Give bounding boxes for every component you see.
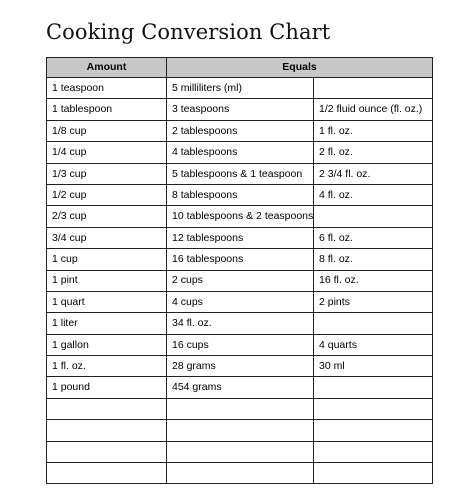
table-body: 1 teaspoon 5 milliliters (ml) 1 tablespoon…	[46, 76, 433, 485]
equals-cell: 12 tablespoons	[166, 226, 314, 250]
equals-alt-cell	[313, 462, 433, 485]
equals-alt-cell: 1 fl. oz.	[313, 119, 433, 143]
amount-cell: 1 liter	[46, 312, 167, 335]
equals-cell: 5 milliliters (ml)	[166, 76, 314, 100]
equals-cell	[166, 419, 314, 442]
amount-cell: 1 pound	[46, 376, 167, 399]
table-row: 2/3 cup 10 tablespoons & 2 teaspoons	[46, 205, 433, 228]
table-row: 1/4 cup 4 tablespoons 2 fl. oz.	[46, 141, 433, 164]
equals-cell: 5 tablespoons & 1 teaspoon	[166, 162, 314, 185]
equals-alt-cell: 8 fl. oz.	[313, 248, 433, 271]
table-header-row: Amount Equals	[46, 57, 433, 78]
equals-cell: 4 tablespoons	[166, 141, 314, 164]
equals-cell: 34 fl. oz.	[166, 312, 314, 335]
equals-cell: 4 cups	[166, 290, 314, 314]
conversion-table: Amount Equals 1 teaspoon 5 milliliters (m…	[46, 57, 433, 485]
amount-cell: 1/2 cup	[46, 183, 167, 207]
table-row: 1 pint 2 cups 16 fl. oz.	[46, 269, 433, 292]
amount-cell: 1/4 cup	[46, 141, 167, 164]
amount-cell: 2/3 cup	[46, 205, 167, 228]
equals-cell: 8 tablespoons	[166, 183, 314, 207]
table-row: 3/4 cup 12 tablespoons 6 fl. oz.	[46, 226, 433, 250]
table-row	[46, 419, 433, 442]
equals-alt-cell	[313, 205, 433, 228]
amount-cell	[46, 419, 167, 442]
table-row	[46, 440, 433, 464]
equals-alt-cell: 4 quarts	[313, 333, 433, 357]
equals-alt-cell	[313, 312, 433, 335]
equals-cell	[166, 440, 314, 464]
equals-alt-cell: 1/2 fluid ounce (fl. oz.)	[313, 98, 433, 121]
amount-cell: 1 cup	[46, 248, 167, 271]
equals-cell	[166, 462, 314, 485]
equals-cell: 28 grams	[166, 355, 314, 378]
table-row: 1 tablespoon 3 teaspoons 1/2 fluid ounce (…	[46, 98, 433, 121]
table-row: 1 teaspoon 5 milliliters (ml)	[46, 76, 433, 100]
equals-header: Equals	[166, 57, 433, 78]
equals-alt-cell	[313, 419, 433, 442]
amount-cell: 3/4 cup	[46, 226, 167, 250]
table-row: 1 fl. oz. 28 grams 30 ml	[46, 355, 433, 378]
equals-alt-cell	[313, 440, 433, 464]
amount-cell: 1/8 cup	[46, 119, 167, 143]
equals-cell: 16 cups	[166, 333, 314, 357]
amount-cell: 1 quart	[46, 290, 167, 314]
amount-cell: 1 teaspoon	[46, 76, 167, 100]
equals-alt-cell	[313, 76, 433, 100]
table-row	[46, 397, 433, 421]
equals-cell: 10 tablespoons & 2 teaspoons	[166, 205, 314, 228]
equals-alt-cell: 4 fl. oz.	[313, 183, 433, 207]
equals-cell	[166, 397, 314, 421]
equals-alt-cell: 6 fl. oz.	[313, 226, 433, 250]
amount-cell: 1 fl. oz.	[46, 355, 167, 378]
equals-cell: 2 cups	[166, 269, 314, 292]
page-title: Cooking Conversion Chart	[46, 20, 331, 44]
amount-cell	[46, 440, 167, 464]
equals-cell: 2 tablespoons	[166, 119, 314, 143]
table-row: 1 pound 454 grams	[46, 376, 433, 399]
table-row: 1 liter 34 fl. oz.	[46, 312, 433, 335]
equals-cell: 16 tablespoons	[166, 248, 314, 271]
amount-cell: 1 gallon	[46, 333, 167, 357]
equals-alt-cell: 30 ml	[313, 355, 433, 378]
table-row: 1/8 cup 2 tablespoons 1 fl. oz.	[46, 119, 433, 143]
equals-alt-cell	[313, 376, 433, 399]
amount-cell	[46, 397, 167, 421]
equals-alt-cell: 16 fl. oz.	[313, 269, 433, 292]
equals-cell: 454 grams	[166, 376, 314, 399]
amount-header: Amount	[46, 57, 167, 78]
equals-alt-cell: 2 fl. oz.	[313, 141, 433, 164]
equals-cell: 3 teaspoons	[166, 98, 314, 121]
table-row: 1/2 cup 8 tablespoons 4 fl. oz.	[46, 183, 433, 207]
table-row	[46, 462, 433, 485]
equals-alt-cell	[313, 397, 433, 421]
amount-cell: 1 pint	[46, 269, 167, 292]
table-row: 1 quart 4 cups 2 pints	[46, 290, 433, 314]
table-row: 1 cup 16 tablespoons 8 fl. oz.	[46, 248, 433, 271]
equals-alt-cell: 2 pints	[313, 290, 433, 314]
amount-cell: 1 tablespoon	[46, 98, 167, 121]
table-row: 1/3 cup 5 tablespoons & 1 teaspoon 2 3/4 f…	[46, 162, 433, 185]
amount-cell: 1/3 cup	[46, 162, 167, 185]
equals-alt-cell: 2 3/4 fl. oz.	[313, 162, 433, 185]
table-row: 1 gallon 16 cups 4 quarts	[46, 333, 433, 357]
amount-cell	[46, 462, 167, 485]
